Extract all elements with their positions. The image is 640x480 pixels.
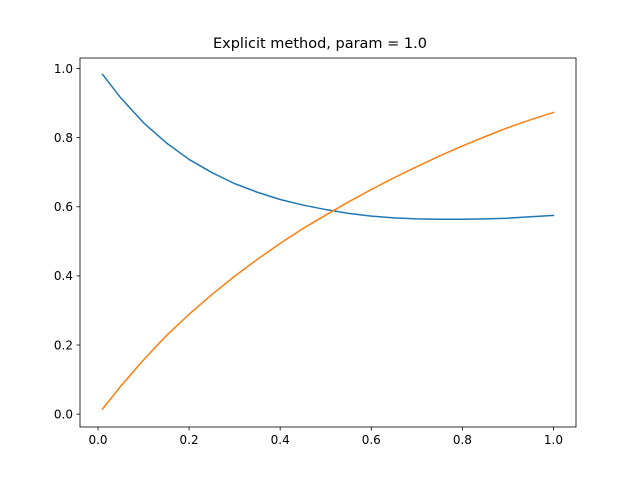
y-tick-label: 0.8 (54, 131, 73, 145)
y-tick-label: 1.0 (54, 62, 73, 76)
series-line-1 (101, 73, 555, 220)
x-tick-label: 0.4 (271, 433, 290, 447)
axes-layer: 0.0 0.2 0.4 0.6 0.8 1.0 0.0 0.2 0.4 0.6 0.8 1.0 (54, 57, 577, 447)
x-tick-label: 1.0 (544, 433, 563, 447)
series-line-2 (101, 111, 555, 411)
x-tick-label: 0.8 (453, 433, 472, 447)
x-tick-label: 0.0 (88, 433, 107, 447)
x-tick-label: 0.2 (180, 433, 199, 447)
y-tick-label: 0.6 (54, 200, 73, 214)
series-layer (101, 73, 555, 411)
y-tick-label: 0.4 (54, 269, 73, 283)
y-tick-label: 0.2 (54, 338, 73, 352)
plot-frame (79, 57, 577, 428)
x-tick-label: 0.6 (362, 433, 381, 447)
y-tick-label: 0.0 (54, 407, 73, 421)
chart-title: Explicit method, param = 1.0 (213, 36, 427, 52)
